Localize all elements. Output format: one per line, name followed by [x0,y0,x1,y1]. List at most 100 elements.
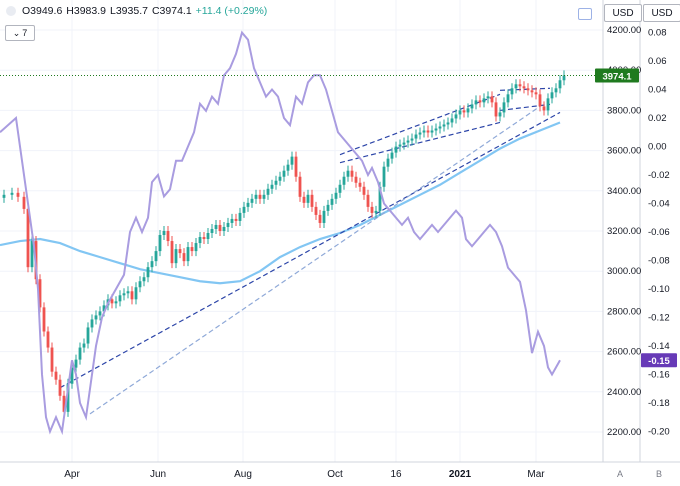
candle-body [222,226,226,231]
correlation-tick-label: 0.06 [648,56,667,67]
candle-body [118,295,122,302]
correlation-series [0,30,561,436]
candle-body [258,194,262,199]
correlation-tick-label: -0.12 [648,312,670,323]
price-tick-label: 3400.00 [607,186,641,197]
trend-lines[interactable] [59,87,561,415]
correlation-tick-label: -0.14 [648,341,670,352]
candle-body [294,156,298,177]
candle-body [546,98,550,111]
candle-body [514,84,518,89]
indicator-toggle-button[interactable]: ⌄ 7 [5,25,35,41]
candle-body [142,277,146,282]
indicator-count: 7 [22,28,28,38]
candle-body [450,118,454,123]
candle-body [550,92,554,99]
correlation-tick-label: 0.00 [648,142,667,153]
candle-body [494,102,498,117]
candle-body [398,144,402,147]
candle-body [358,182,362,187]
candle-body [82,343,86,348]
trend-line [59,111,561,389]
candle-body [166,230,170,242]
currency-right-label[interactable]: USD [643,4,680,22]
price-tick-label: 3000.00 [607,266,641,277]
last-correlation-label: -0.15 [648,356,670,367]
candle-body [94,315,98,320]
candle-body [562,75,566,81]
candle-body [78,347,82,360]
grid-lines [0,0,603,462]
candle-body [246,202,250,207]
correlation-tick-label: -0.08 [648,255,670,266]
correlation-tick-label: -0.16 [648,369,670,380]
correlation-line [0,30,561,436]
candle-body [194,243,198,252]
auto-scale-button[interactable]: A [617,469,623,479]
candle-body [206,233,210,240]
last-price-label: 3974.1 [602,71,632,82]
candle-body [346,170,350,177]
candle-body [314,206,318,215]
price-tick-label: 2400.00 [607,387,641,398]
candle-body [238,212,242,221]
candle-body [382,166,386,187]
correlation-tick-label: 0.08 [648,28,667,39]
candle-body [46,331,50,348]
right-correlation-axis[interactable]: 0.08 0.06 0.04 0.02 0.00 -0.02 -0.04 -0.06 -0.08… [648,28,670,438]
candle-body [122,293,126,296]
candle-body [318,214,322,223]
candle-body [498,112,502,117]
candle-body [198,237,202,244]
candle-body [334,192,338,199]
trend-line [339,93,501,156]
candle-body [486,96,490,99]
candle-body [10,192,14,195]
candle-body [162,230,166,236]
left-price-axis[interactable]: 4200.004000.003800.003600.003400.003200.… [607,25,641,438]
candle-body [386,158,390,167]
candle-body [182,253,186,262]
candle-body [434,128,438,131]
candle-body [430,130,434,133]
candle-body [282,170,286,177]
candle-body [270,184,274,189]
candle-body [174,249,178,264]
candle-body [394,146,398,153]
candle-body [262,194,266,199]
candle-body [330,198,334,205]
candle-body [490,96,494,103]
candle-body [534,92,538,95]
footer-buttons[interactable]: A B [617,469,662,479]
candle-body [58,379,62,396]
correlation-tick-label: -0.02 [648,170,670,181]
candle-body [526,88,530,91]
time-tick-label: Apr [64,469,80,480]
candle-body [226,222,230,227]
chevron-down-icon: ⌄ [12,27,21,38]
correlation-tick-label: -0.10 [648,284,670,295]
candle-body [158,235,162,252]
candle-body [414,134,418,139]
candle-body [154,251,158,262]
candle-body [522,86,526,89]
candlestick-series [2,70,566,417]
correlation-tick-label: -0.06 [648,227,670,238]
candle-body [298,176,302,197]
open-value: O3949.6 [22,5,63,17]
candle-body [50,347,54,372]
candle-body [254,194,258,199]
time-axis[interactable]: Apr Jun Aug Oct 16 2021 Mar [64,469,545,480]
candle-body [474,100,478,105]
candle-body [234,218,238,221]
correlation-tick-label: -0.20 [648,426,670,437]
log-scale-button[interactable]: B [656,469,662,479]
symbol-logo-icon [6,6,16,16]
correlation-tick-label: 0.02 [648,113,667,124]
currency-left-label[interactable]: USD [604,4,642,22]
price-tick-label: 4200.00 [607,25,641,36]
last-correlation-tag [641,353,677,368]
reset-chart-icon[interactable] [578,8,592,20]
price-tick-label: 3800.00 [607,105,641,116]
